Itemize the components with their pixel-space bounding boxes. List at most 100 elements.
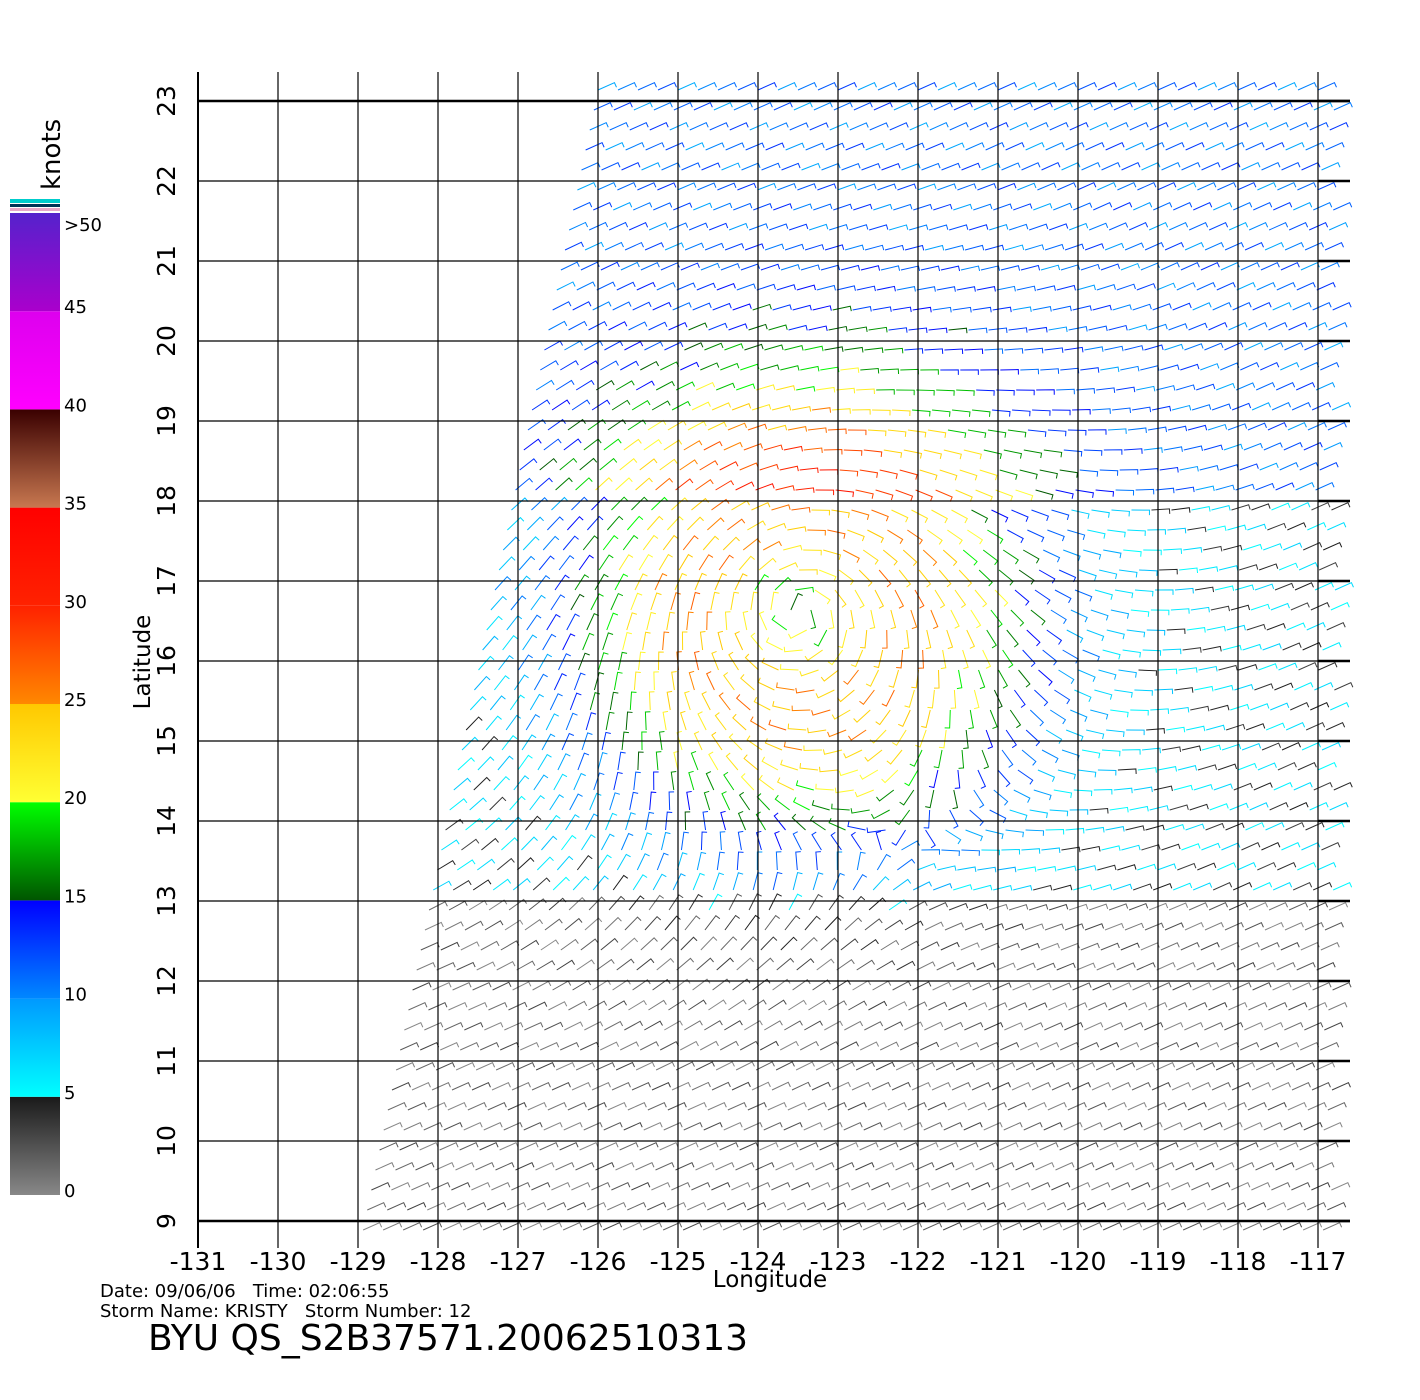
wind-barb [933, 883, 953, 891]
wind-barb [622, 631, 633, 651]
wind-barb [920, 265, 941, 272]
wind-barb [1154, 688, 1174, 695]
wind-barb [1188, 222, 1209, 231]
wind-barb [1207, 1102, 1227, 1111]
wind-barb [704, 242, 725, 251]
wind-barb [1005, 729, 1018, 749]
wind-barb [581, 732, 593, 751]
wind-barb [706, 611, 713, 631]
wind-barb [761, 657, 779, 671]
wind-barb [1137, 82, 1157, 91]
wind-barb [1131, 509, 1150, 516]
wind-barb [997, 82, 1017, 91]
wind-barb [379, 1142, 399, 1151]
wind-barb [1091, 509, 1110, 518]
wind-barb [595, 477, 613, 491]
wind-barb [1280, 362, 1300, 371]
wind-barb [551, 496, 569, 511]
wind-barb [608, 895, 626, 911]
wind-barb [656, 282, 676, 291]
wind-barb [615, 1162, 635, 1171]
wind-barb [754, 574, 769, 591]
wind-barb [681, 631, 688, 651]
wind-barb [891, 1081, 911, 1091]
wind-barb [1117, 82, 1137, 91]
wind-barb [988, 903, 1009, 911]
wind-barb [900, 368, 919, 375]
wind-barb [1136, 283, 1156, 291]
wind-barb [1167, 425, 1188, 432]
wind-barb [645, 811, 655, 831]
wind-barb [1125, 825, 1145, 831]
wind-barb [1250, 603, 1271, 611]
wind-barb [542, 535, 560, 551]
wind-barb [692, 978, 711, 991]
wind-barb [1313, 202, 1333, 211]
wind-barb [1258, 563, 1279, 571]
wind-barb [1164, 242, 1184, 251]
wind-barb [652, 301, 672, 311]
wind-barb [944, 922, 964, 931]
wind-barb [1053, 789, 1073, 798]
wind-barb [903, 449, 923, 459]
wind-barb [922, 549, 938, 567]
wind-barb [1176, 384, 1196, 391]
wind-barb [1024, 923, 1045, 931]
wind-barb [722, 1222, 743, 1231]
wind-barb [1233, 102, 1253, 111]
wind-barb [746, 735, 763, 751]
wind-barb [541, 733, 556, 751]
wind-barb [1173, 202, 1193, 211]
wind-barb [744, 653, 759, 671]
wind-barb [1182, 1222, 1203, 1231]
wind-barb [953, 102, 973, 111]
wind-barb [516, 857, 535, 871]
wind-barb [858, 569, 873, 587]
wind-barb [439, 1142, 459, 1151]
wind-barb [911, 509, 929, 523]
wind-barb [488, 899, 508, 911]
wind-barb [691, 1182, 711, 1191]
wind-barb [834, 787, 854, 794]
wind-barb [815, 1061, 835, 1071]
wind-barb [784, 243, 805, 251]
wind-barb [1141, 162, 1161, 171]
wind-barb [1236, 282, 1256, 291]
wind-barb [1086, 629, 1105, 642]
wind-barb [1295, 482, 1315, 491]
wind-barb [1188, 1002, 1208, 1011]
wind-barb [575, 1062, 596, 1071]
wind-barb [1031, 509, 1050, 522]
wind-barb [831, 709, 851, 720]
wind-barb [1220, 362, 1240, 371]
wind-barb [505, 714, 522, 731]
wind-barb [1333, 782, 1353, 791]
wind-barb [1184, 343, 1204, 351]
wind-barb [1175, 1162, 1195, 1171]
wind-barb [668, 222, 689, 231]
wind-barb [1242, 1222, 1263, 1231]
wind-barb [539, 457, 558, 471]
wind-barb [1101, 749, 1121, 757]
file-id: BYU QS_S2B37571.20062510313 [148, 1318, 748, 1359]
wind-barb [973, 789, 985, 809]
colorbar-segment [10, 311, 60, 410]
wind-barb [955, 1162, 975, 1171]
wind-barb [895, 1061, 915, 1071]
wind-barb [1012, 409, 1031, 417]
wind-barb [873, 649, 884, 669]
wind-barb [843, 669, 859, 685]
wind-barb [1180, 942, 1200, 951]
wind-barb [995, 489, 1014, 502]
wind-barb [952, 306, 972, 313]
wind-barb [1315, 482, 1335, 491]
wind-barb [1173, 882, 1193, 891]
wind-barb [824, 1020, 843, 1031]
wind-barb [1331, 1082, 1351, 1091]
wind-barb [1302, 642, 1322, 651]
wind-barb [937, 865, 957, 871]
wind-barb [640, 937, 658, 951]
wind-barb [522, 536, 540, 551]
wind-barb [1104, 1022, 1124, 1031]
wind-barb [1216, 962, 1236, 971]
